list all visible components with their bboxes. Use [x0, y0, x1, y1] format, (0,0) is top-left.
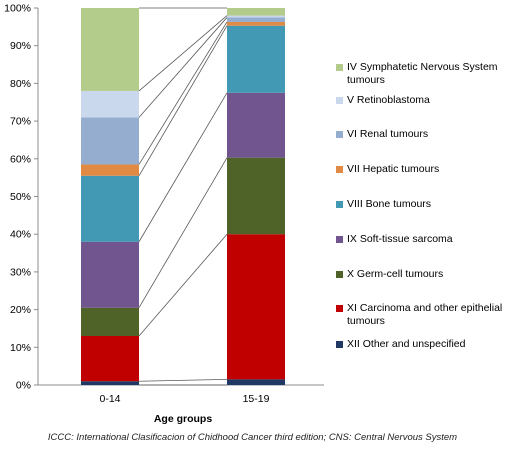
bar-segment — [227, 157, 285, 235]
legend-swatch — [336, 201, 343, 208]
bar-segment — [227, 17, 285, 22]
x-tick-label: 0-14 — [99, 393, 120, 405]
legend-label: V Retinoblastoma — [347, 94, 430, 106]
bar-segment — [81, 164, 139, 176]
legend-label: XII Other and unspecified — [347, 338, 466, 350]
y-tick-label: 60% — [10, 153, 31, 165]
y-tick-label: 30% — [10, 266, 31, 278]
legend-swatch — [336, 97, 343, 104]
legend: IV Symphatetic Nervous System tumours V R… — [336, 0, 505, 380]
y-tick-label: 10% — [10, 342, 31, 354]
y-tick-label: 100% — [4, 3, 31, 15]
y-tick-label: 50% — [10, 191, 31, 203]
connector-line — [138, 92, 228, 242]
y-tick-label: 0% — [16, 380, 31, 392]
legend-label: VII Hepatic tumours — [347, 163, 440, 175]
x-axis-title: Age groups — [154, 413, 212, 425]
legend-label: VIII Bone tumours — [347, 198, 432, 210]
connector-line — [138, 17, 228, 118]
bar-segment — [81, 381, 139, 385]
bar-segment — [227, 15, 285, 18]
bar-segment — [227, 25, 285, 93]
legend-label: VI Renal tumours — [347, 128, 429, 140]
legend-swatch — [336, 271, 343, 278]
bar-segment — [227, 234, 285, 380]
bar-segment — [81, 117, 139, 165]
bar-segment — [227, 21, 285, 26]
connector-line — [138, 233, 228, 337]
bar-segment — [227, 379, 285, 385]
bar-segment — [81, 307, 139, 336]
y-tick-label: 40% — [10, 229, 31, 241]
y-tick-label: 20% — [10, 304, 31, 316]
legend-swatch — [336, 166, 343, 173]
connector-line — [138, 25, 228, 176]
legend-label: IX Soft-tissue sarcoma — [347, 233, 453, 245]
y-tick-label: 70% — [10, 116, 31, 128]
y-tick-label: 80% — [10, 78, 31, 90]
bar-segment — [81, 335, 139, 382]
connector-line — [138, 378, 228, 382]
connector-line — [138, 15, 228, 92]
bar-segment — [227, 8, 285, 16]
legend-swatch — [336, 64, 343, 71]
bar-segment — [81, 90, 139, 118]
x-tick-label: 15-19 — [243, 393, 270, 405]
bar-segment — [81, 8, 139, 91]
legend-label: XI Carcinoma and other epithelial tumour… — [347, 302, 503, 327]
legend-label: IV Symphatetic Nervous System tumours — [347, 61, 498, 86]
y-tick-label: 90% — [10, 40, 31, 52]
legend-swatch — [336, 305, 343, 312]
legend-label: X Germ-cell tumours — [347, 268, 444, 280]
connector-line — [138, 157, 228, 308]
footnote: ICCC: International Clasificacion of Chi… — [47, 432, 458, 443]
bar-segment — [81, 241, 139, 308]
legend-swatch — [336, 236, 343, 243]
connector-line — [138, 21, 228, 165]
bar-segment — [227, 92, 285, 158]
legend-swatch — [336, 341, 343, 348]
legend-swatch — [336, 131, 343, 138]
bar-segment — [81, 175, 139, 242]
